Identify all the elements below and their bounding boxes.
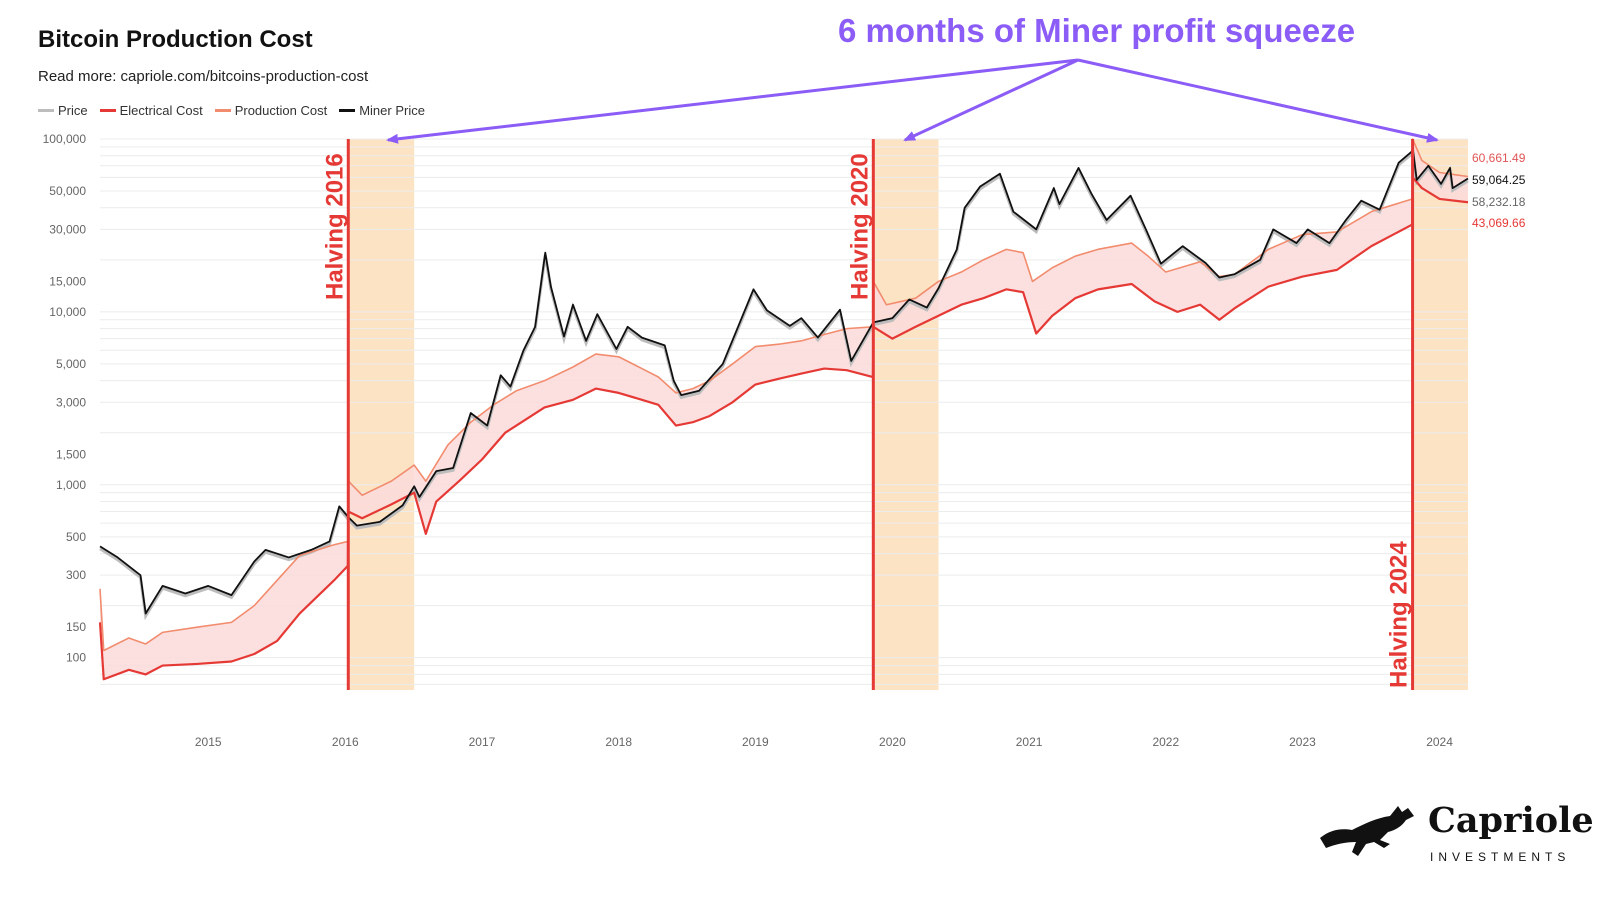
squeeze-band <box>873 139 939 690</box>
legend-label: Electrical Cost <box>119 103 203 118</box>
end-value-label: 59,064.25 <box>1472 173 1526 187</box>
y-tick-label: 500 <box>66 530 86 544</box>
y-tick-label: 10,000 <box>49 305 86 319</box>
y-tick-label: 100 <box>66 651 86 665</box>
legend-item-miner-price: Miner Price <box>339 103 425 118</box>
legend-swatch <box>339 109 356 112</box>
brand-name: Capriole <box>1428 800 1594 841</box>
squeeze-band <box>348 139 415 690</box>
x-tick-label: 2017 <box>469 735 496 749</box>
x-tick-label: 2022 <box>1152 735 1179 749</box>
halving-label: Halving 2016 <box>321 153 348 300</box>
annotation-arrow <box>386 58 1079 144</box>
x-tick-label: 2021 <box>1016 735 1043 749</box>
legend-swatch <box>214 109 231 112</box>
legend-swatch <box>99 109 116 112</box>
halving-label: Halving 2020 <box>846 153 873 300</box>
cost-band-fill <box>100 139 1468 680</box>
legend-label: Production Cost <box>234 103 328 118</box>
leaping-horse-icon <box>1320 806 1414 856</box>
legend-item-electrical-cost: Electrical Cost <box>99 103 203 118</box>
annotation-arrow <box>1077 58 1439 143</box>
x-tick-label: 2020 <box>879 735 906 749</box>
x-tick-label: 2016 <box>332 735 359 749</box>
halving-label: Halving 2024 <box>1386 541 1413 688</box>
series-line-production-cost <box>99 138 1469 652</box>
legend-label: Price <box>58 103 88 118</box>
y-tick-label: 1,000 <box>56 478 86 492</box>
annotation-arrow <box>903 58 1079 142</box>
y-tick-label: 300 <box>66 568 86 582</box>
chart-title: Bitcoin Production Cost <box>38 26 313 53</box>
legend-label: Miner Price <box>359 103 425 118</box>
y-tick-label: 150 <box>66 620 86 634</box>
end-value-label: 58,232.18 <box>1472 195 1526 209</box>
x-tick-label: 2019 <box>742 735 769 749</box>
legend-item-production-cost: Production Cost <box>214 103 328 118</box>
squeeze-band <box>1412 139 1468 690</box>
end-value-label: 60,661.49 <box>1472 151 1526 165</box>
y-tick-label: 50,000 <box>49 184 86 198</box>
y-tick-label: 30,000 <box>49 222 86 236</box>
annotation-title: 6 months of Miner profit squeeze <box>838 12 1356 49</box>
x-tick-label: 2015 <box>195 735 222 749</box>
x-tick-label: 2018 <box>605 735 632 749</box>
x-tick-label: 2023 <box>1289 735 1316 749</box>
chart-subtitle: Read more: capriole.com/bitcoins-product… <box>38 68 369 85</box>
capriole-logo: Capriole INVESTMENTS <box>1318 800 1598 870</box>
y-tick-label: 3,000 <box>56 395 86 409</box>
end-value-label: 43,069.66 <box>1472 216 1526 230</box>
series-line-miner-price <box>99 146 1469 615</box>
y-tick-label: 15,000 <box>49 274 86 288</box>
series-line-price <box>99 149 1469 621</box>
brand-tagline: INVESTMENTS <box>1430 850 1571 864</box>
x-tick-label: 2024 <box>1426 735 1453 749</box>
y-tick-label: 1,500 <box>56 447 86 461</box>
y-tick-label: 5,000 <box>56 357 86 371</box>
legend-swatch <box>38 109 54 112</box>
legend-item-price: Price <box>38 103 88 118</box>
legend: Price Electrical Cost Production Cost Mi… <box>38 103 425 118</box>
y-tick-label: 100,000 <box>43 132 87 146</box>
series-line-electrical-cost <box>98 176 1469 681</box>
